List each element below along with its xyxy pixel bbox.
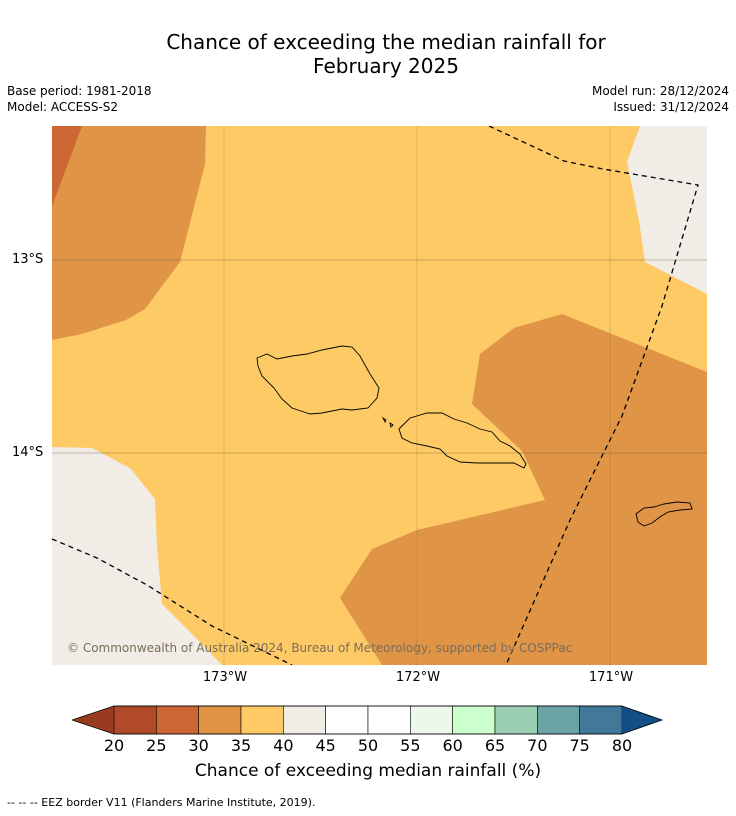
region-30-35-se: [340, 314, 707, 665]
rainfall-map[interactable]: © Commonwealth of Australia 2024, Bureau…: [52, 126, 707, 665]
colorbar-label: Chance of exceeding median rainfall (%): [194, 761, 542, 781]
colorbar-segment: [579, 705, 623, 735]
colorbar-tick-label: 65: [484, 736, 506, 755]
colorbar-segments: [113, 705, 623, 735]
colorbar-segment: [537, 705, 580, 735]
eez-legend-note: -- -- -- EEZ border V11 (Flanders Marine…: [7, 796, 316, 809]
title-line-1: Chance of exceeding the median rainfall …: [166, 30, 606, 54]
apolima-islet-outline: [389, 421, 394, 428]
colorbar-segment: [325, 705, 369, 735]
meta-right: Model run: 28/12/2024 Issued: 31/12/2024: [592, 83, 729, 115]
colorbar-tick-label: 75: [569, 736, 590, 755]
colorbar-outline: [72, 705, 664, 735]
model-run: Model run: 28/12/2024: [591, 84, 729, 98]
savaii-island-outline: [256, 345, 380, 415]
model-name: Model: ACCESS-S2: [7, 100, 119, 114]
tutuila-island-outline: [635, 501, 693, 527]
eez-border-east: [488, 126, 699, 665]
lon-label-173w: 173°W: [202, 670, 248, 685]
upolu-island-outline: [398, 412, 527, 469]
issued-date: Issued: 31/12/2024: [613, 100, 729, 114]
colorbar-tick-label: 45: [315, 736, 336, 755]
graticule: [52, 126, 707, 665]
colorbar-segment: [240, 705, 284, 735]
lat-label-14s: 14°S: [12, 445, 44, 460]
title-line-2: February 2025: [313, 54, 459, 78]
colorbar-segment: [283, 705, 326, 735]
colorbar-segment: [410, 705, 453, 735]
colorbar-tick-label: 50: [357, 736, 379, 755]
map-title: Chance of exceeding the median rainfall …: [0, 30, 736, 78]
region-30-35-nw: [52, 126, 206, 340]
colorbar-tick-label: 20: [103, 736, 125, 755]
colorbar-segment: [367, 705, 411, 735]
copyright-notice: © Commonwealth of Australia 2024, Bureau…: [67, 641, 573, 655]
region-40-45-ne: [627, 126, 707, 294]
map-canvas: [52, 126, 707, 665]
colorbar-tick-label: 35: [230, 736, 252, 755]
colorbar-tick-label: 55: [400, 736, 421, 755]
colorbar-over-arrow: [622, 706, 662, 734]
colorbar: [72, 705, 664, 735]
coastlines: [256, 345, 693, 527]
colorbar-segment: [494, 705, 538, 735]
colorbar-tick-label: 60: [442, 736, 463, 755]
lon-label-172w: 172°W: [395, 670, 441, 685]
colorbar-segment: [452, 705, 496, 735]
colorbar-segment: [113, 705, 157, 735]
colorbar-tick-label: 40: [273, 736, 294, 755]
lat-label-13s: 13°S: [12, 252, 44, 267]
eez-border: [52, 126, 699, 665]
region-25-30-nw: [52, 126, 82, 206]
colorbar-segment: [156, 705, 199, 735]
colorbar-tick-label: 70: [527, 736, 548, 755]
lon-label-171w: 171°W: [588, 670, 634, 685]
colorbar-tick-label: 25: [146, 736, 167, 755]
manono-islet-outline: [381, 416, 387, 424]
base-period: Base period: 1981-2018: [7, 84, 152, 98]
colorbar-tick-label: 80: [611, 736, 633, 755]
region-40-45-sw: [52, 447, 222, 665]
colorbar-segment: [198, 705, 242, 735]
colorbar-under-arrow: [72, 706, 114, 734]
meta-left: Base period: 1981-2018 Model: ACCESS-S2: [7, 83, 152, 115]
colorbar-tick-label: 30: [188, 736, 209, 755]
